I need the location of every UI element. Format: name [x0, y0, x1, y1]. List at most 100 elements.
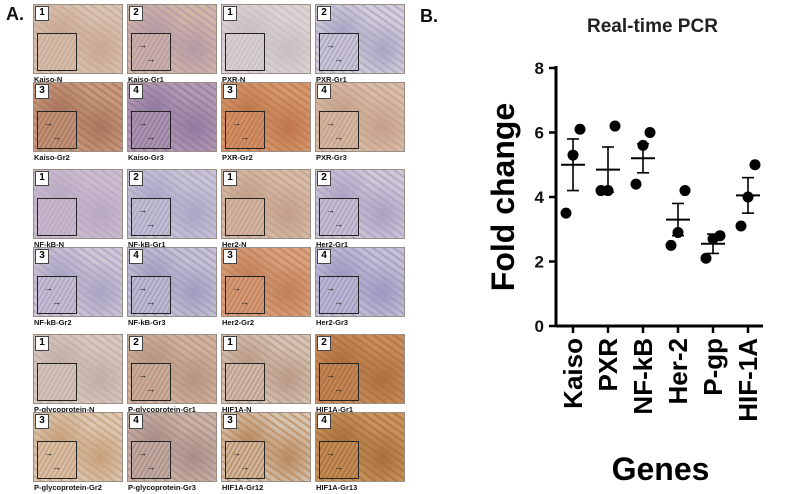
magnified-inset: [37, 441, 77, 479]
tile-caption: P-glycoprotein-N: [34, 405, 95, 414]
histology-tile: 2 → →: [315, 169, 405, 239]
data-point: [609, 120, 621, 132]
tile-number: 3: [223, 249, 237, 264]
magnified-inset: [225, 111, 265, 149]
arrow-icon: →: [146, 297, 155, 307]
histology-tile: 1: [33, 169, 123, 239]
tile-number: 4: [129, 84, 143, 99]
tile-number: 2: [129, 171, 143, 186]
panel-b-label: B.: [420, 6, 438, 26]
tile-number: 1: [35, 336, 49, 351]
tile-caption: Kaiso-Gr1: [128, 75, 164, 84]
data-point: [630, 178, 642, 190]
magnified-inset: [319, 441, 359, 479]
histology-tile: 1: [33, 334, 123, 404]
data-point: [637, 139, 649, 151]
magnified-inset: [319, 363, 359, 401]
tile-caption: HIF1A-Gr1: [316, 405, 354, 414]
magnified-inset: [225, 198, 265, 236]
histology-tile: 4 → →: [315, 247, 405, 317]
arrow-icon: →: [334, 54, 343, 64]
magnified-inset: [131, 441, 171, 479]
arrow-icon: →: [232, 283, 241, 293]
tile-caption: PXR-Gr2: [222, 153, 253, 162]
magnified-inset: [37, 111, 77, 149]
data-point: [644, 127, 656, 138]
histology-tile: 4 → →: [127, 247, 217, 317]
arrow-icon: →: [146, 54, 155, 64]
tile-number: 1: [223, 6, 237, 21]
arrow-icon: →: [326, 205, 335, 215]
histology-tile: 3 → →: [221, 412, 311, 482]
magnified-inset: [225, 441, 265, 479]
tile-number: 4: [317, 414, 331, 429]
fold-change-chart: 0 2 4 6 8 Fold change Kaiso PXR NF-kB Her-2 P-gp HI…: [485, 59, 763, 487]
arrow-icon: →: [326, 370, 335, 380]
magnified-inset: [37, 276, 77, 314]
tile-caption: Kaiso-Gr2: [34, 153, 70, 162]
data-point: [679, 185, 691, 197]
x-tick-label: P-gp: [698, 338, 728, 396]
y-tick-label: 4: [535, 188, 545, 207]
arrow-icon: →: [138, 205, 147, 215]
magnified-inset: [225, 276, 265, 314]
tile-caption: Her2-Gr2: [222, 318, 255, 327]
magnified-inset: [131, 111, 171, 149]
histology-tile: 3 → →: [33, 82, 123, 152]
tile-caption: HIF1A-N: [222, 405, 252, 414]
arrow-icon: →: [232, 118, 241, 128]
tile-caption: Kaiso-Gr3: [128, 153, 164, 162]
x-axis-label: Genes: [612, 451, 710, 487]
tile-number: 4: [317, 249, 331, 264]
arrow-icon: →: [334, 132, 343, 142]
tile-caption: HIF1A-Gr13: [316, 483, 358, 492]
histology-tile: 4 → →: [127, 412, 217, 482]
histology-tile: 4 → →: [315, 82, 405, 152]
arrow-icon: →: [240, 462, 249, 472]
data-point: [700, 252, 712, 264]
tile-number: 3: [223, 414, 237, 429]
y-tick-label: 8: [535, 59, 544, 78]
arrow-icon: →: [138, 448, 147, 458]
magnified-inset: [37, 363, 77, 401]
tile-number: 1: [223, 336, 237, 351]
arrow-icon: →: [334, 219, 343, 229]
tile-caption: Her2-N: [222, 240, 247, 249]
arrow-icon: →: [52, 132, 61, 142]
arrow-icon: →: [326, 448, 335, 458]
tile-number: 1: [35, 6, 49, 21]
arrow-icon: →: [146, 384, 155, 394]
tile-number: 2: [129, 6, 143, 21]
data-point: [574, 123, 586, 135]
arrow-icon: →: [138, 370, 147, 380]
histology-tile: 4 → →: [315, 412, 405, 482]
magnified-inset: [37, 33, 77, 71]
x-tick-label: PXR: [593, 338, 623, 392]
histology-tile: 3 → →: [221, 247, 311, 317]
histology-tile: 2 → →: [127, 169, 217, 239]
histology-tile: 1: [221, 169, 311, 239]
histology-tile: 3 → →: [221, 82, 311, 152]
tile-caption: Her2-Gr1: [316, 240, 349, 249]
y-axis-label: Fold change: [485, 103, 521, 291]
y-tick-label: 6: [535, 124, 544, 143]
magnified-inset: [131, 33, 171, 71]
x-tick-label: Her-2: [663, 338, 693, 404]
data-point: [665, 239, 677, 251]
tile-number: 3: [223, 84, 237, 99]
arrow-icon: →: [52, 297, 61, 307]
arrow-icon: →: [146, 219, 155, 229]
tile-number: 3: [35, 249, 49, 264]
y-tick-label: 0: [535, 317, 544, 336]
data-point: [742, 191, 754, 203]
histology-tile: 4 → →: [127, 82, 217, 152]
tile-caption: NF-kB-N: [34, 240, 64, 249]
tile-caption: PXR-Gr3: [316, 153, 347, 162]
data-point: [672, 226, 684, 238]
histology-tile: 1: [221, 4, 311, 74]
tile-number: 2: [317, 171, 331, 186]
data-point: [595, 185, 607, 197]
data-point: [567, 149, 579, 161]
histology-tile: 2 → →: [127, 334, 217, 404]
arrow-icon: →: [334, 297, 343, 307]
